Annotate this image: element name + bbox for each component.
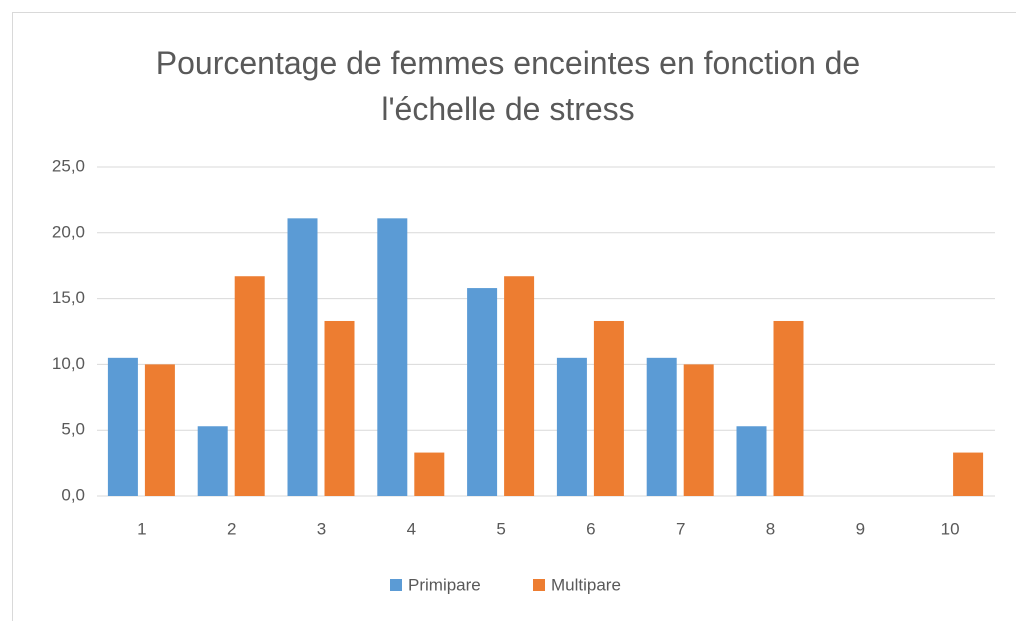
bar: [683, 364, 714, 496]
bar: [377, 218, 408, 496]
bar: [144, 364, 175, 496]
x-tick-label: 8: [766, 519, 775, 538]
bar: [287, 218, 318, 496]
bar: [593, 320, 624, 496]
bar: [197, 426, 228, 496]
bar: [467, 288, 498, 496]
x-tick-label: 9: [856, 519, 865, 538]
y-tick-label: 5,0: [61, 420, 85, 439]
x-tick-label: 6: [586, 519, 595, 538]
y-tick-label: 25,0: [52, 156, 85, 175]
bar: [504, 276, 535, 496]
bar: [556, 357, 587, 496]
y-tick-label: 10,0: [52, 354, 85, 373]
bar: [953, 452, 984, 496]
bar: [773, 320, 804, 496]
chart-border: [12, 12, 1016, 621]
legend-swatch: [533, 579, 545, 591]
legend-label: Primipare: [408, 575, 481, 594]
bar: [414, 452, 445, 496]
x-tick-label: 3: [317, 519, 326, 538]
legend-label: Multipare: [551, 575, 621, 594]
x-tick-label: 1: [137, 519, 146, 538]
bar: [107, 357, 138, 496]
x-tick-label: 4: [407, 519, 416, 538]
y-tick-label: 15,0: [52, 288, 85, 307]
chart-title: Pourcentage de femmes enceintes en fonct…: [155, 45, 861, 127]
bar: [736, 426, 767, 496]
bar: [324, 320, 355, 496]
y-tick-label: 0,0: [61, 485, 85, 504]
bar: [234, 276, 265, 496]
x-tick-label: 2: [227, 519, 236, 538]
legend-swatch: [390, 579, 402, 591]
y-tick-label: 20,0: [52, 222, 85, 241]
x-tick-label: 5: [496, 519, 505, 538]
x-tick-label: 7: [676, 519, 685, 538]
bar: [646, 357, 677, 496]
x-tick-label: 10: [941, 519, 960, 538]
